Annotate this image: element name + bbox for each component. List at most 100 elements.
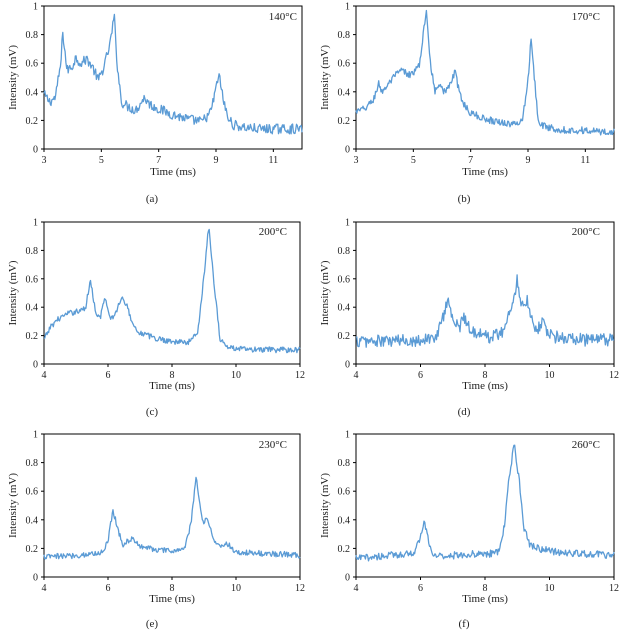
temperature-label: 260°C [572,439,600,451]
y-axis-label: Intensity (mV) [7,45,19,110]
temperature-label: 230°C [259,439,287,451]
x-tick-label: 12 [295,583,305,594]
x-axis-label: Time (ms) [462,593,508,605]
y-tick-label: 0 [33,145,38,156]
y-axis-label: Intensity (mV) [319,260,331,325]
chart-panel-e: 4 6 8 10 12 0 0.2 0.4 0.6 0.8 1 230°C Time (ms) I… [7,430,305,631]
series-line-c [43,228,301,354]
x-tick-labels: 3 5 7 9 11 [354,149,591,166]
x-tick-label: 9 [526,155,531,166]
y-tick-label: 1 [345,2,350,13]
x-tick-label: 10 [231,370,241,381]
y-tick-label: 0.4 [26,87,39,98]
x-tick-label: 11 [269,155,279,166]
panel-label: (a) [146,193,159,205]
y-tick-label: 0.4 [26,515,39,526]
x-tick-label: 12 [295,370,305,381]
y-axis-label: Intensity (mV) [319,45,331,110]
y-tick-labels: 0 0.2 0.4 0.6 0.8 1 [26,430,44,584]
y-tick-label: 0 [345,360,350,371]
x-tick-label: 5 [411,155,416,166]
x-tick-label: 8 [170,583,175,594]
x-axis-label: Time (ms) [149,593,195,605]
series-line-d [355,274,615,348]
y-tick-label: 0.6 [26,59,39,70]
chart-panel-d: 4 6 8 10 12 0 0.2 0.4 0.6 0.8 1 200°C Time (ms) I… [319,218,619,419]
y-tick-label: 0.6 [338,59,351,70]
x-tick-label: 8 [483,370,488,381]
x-tick-label: 12 [609,370,619,381]
x-tick-labels: 4 6 8 10 12 [354,577,619,594]
x-axis-label: Time (ms) [462,380,508,392]
panel-label: (f) [459,618,470,630]
panel-label: (b) [458,193,471,205]
x-tick-labels: 3 5 7 9 11 [42,149,279,166]
x-tick-label: 7 [156,155,161,166]
y-tick-label: 0.2 [338,331,351,342]
x-tick-label: 8 [170,370,175,381]
x-tick-label: 9 [214,155,219,166]
panel-label: (e) [146,618,159,630]
y-tick-label: 0 [33,573,38,584]
temperature-label: 170°C [572,11,600,23]
x-tick-label: 6 [418,583,423,594]
y-tick-label: 0.2 [338,544,351,555]
y-tick-labels: 0 0.2 0.4 0.6 0.8 1 [338,218,356,371]
x-axis-label: Time (ms) [462,166,508,178]
series-line-b [355,9,615,136]
plot-frame [355,5,615,150]
series-line-e [43,476,301,560]
y-tick-labels: 0 0.2 0.4 0.6 0.8 1 [338,430,356,584]
temperature-label: 200°C [572,226,600,238]
y-tick-label: 0.8 [338,30,351,41]
y-tick-labels: 0 0.2 0.4 0.6 0.8 1 [26,2,44,156]
y-tick-label: 0.6 [26,274,39,285]
y-tick-label: 0.8 [26,246,39,257]
x-tick-labels: 4 6 8 10 12 [354,364,619,381]
y-tick-label: 0.4 [338,515,351,526]
x-tick-label: 6 [418,370,423,381]
y-tick-label: 0.2 [26,544,39,555]
y-tick-label: 0.2 [338,116,351,127]
y-tick-label: 1 [345,430,350,441]
x-tick-label: 12 [609,583,619,594]
chart-panel-b: 3 5 7 9 11 0 0.2 0.4 0.6 0.8 1 170°C Time (ms) In… [319,2,615,205]
x-tick-label: 11 [581,155,591,166]
y-tick-label: 0.6 [338,487,351,498]
y-tick-label: 1 [33,2,38,13]
x-axis-label: Time (ms) [150,166,196,178]
y-tick-labels: 0 0.2 0.4 0.6 0.8 1 [26,218,44,371]
x-axis-label: Time (ms) [149,380,195,392]
y-tick-label: 0 [345,573,350,584]
y-tick-label: 1 [33,430,38,441]
y-tick-label: 0.2 [26,116,39,127]
x-tick-label: 4 [354,370,359,381]
x-tick-labels: 4 6 8 10 12 [42,364,305,381]
y-tick-label: 0.8 [26,458,39,469]
y-tick-label: 0.6 [26,487,39,498]
x-tick-label: 6 [106,370,111,381]
x-tick-label: 10 [545,583,555,594]
x-tick-label: 3 [354,155,359,166]
series-line-f [355,444,615,562]
y-tick-label: 0.2 [26,331,39,342]
panel-label: (c) [146,406,159,418]
y-tick-label: 0.8 [338,246,351,257]
y-tick-label: 0.8 [338,458,351,469]
y-axis-label: Intensity (mV) [7,473,19,538]
x-tick-label: 5 [99,155,104,166]
y-axis-label: Intensity (mV) [7,260,19,325]
y-tick-label: 0.6 [338,274,351,285]
panel-label: (d) [458,406,471,418]
x-tick-label: 7 [468,155,473,166]
x-tick-labels: 4 6 8 10 12 [42,577,305,594]
plot-frame [43,5,303,150]
y-tick-labels: 0 0.2 0.4 0.6 0.8 1 [338,2,356,156]
x-tick-label: 6 [106,583,111,594]
chart-panel-c: 4 6 8 10 12 0 0.2 0.4 0.6 0.8 1 200°C Time (ms) I… [7,218,305,419]
y-tick-label: 1 [345,218,350,229]
y-tick-label: 1 [33,218,38,229]
y-axis-label: Intensity (mV) [319,473,331,538]
x-tick-label: 4 [42,583,47,594]
